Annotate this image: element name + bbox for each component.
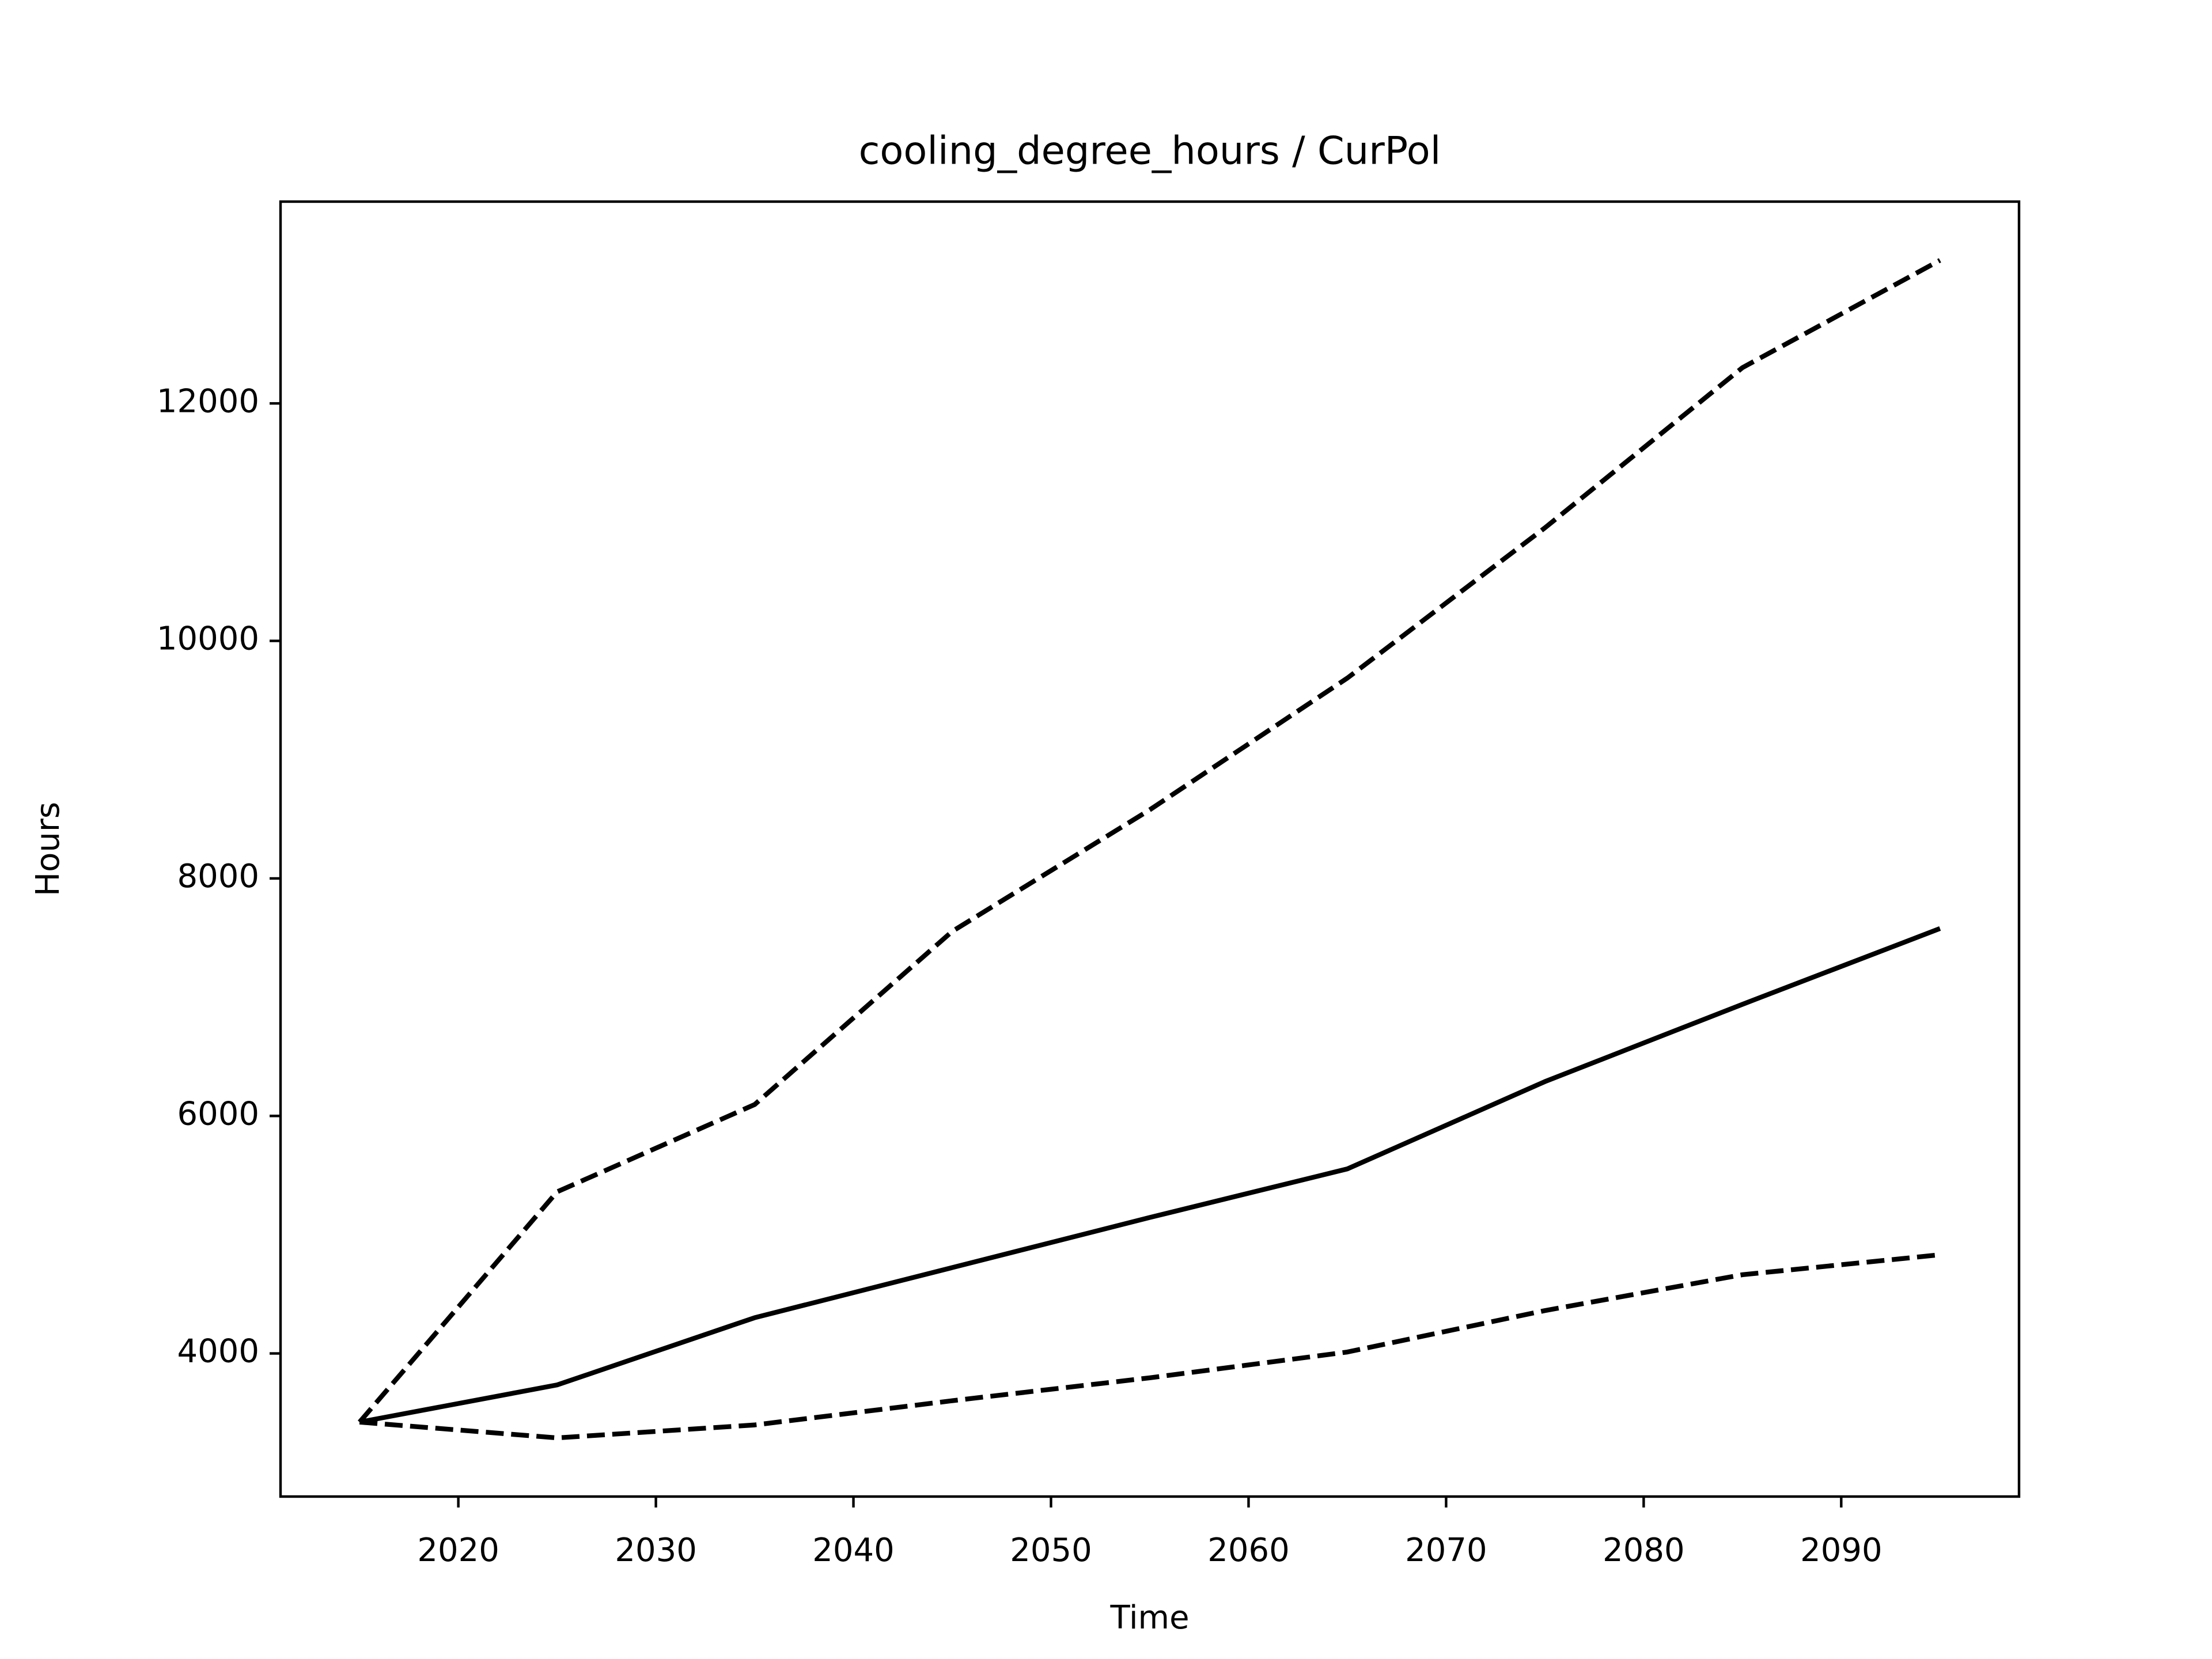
x-tick-label: 2070 <box>1405 1532 1487 1569</box>
x-tick-label: 2090 <box>1800 1532 1883 1569</box>
y-tick-label: 4000 <box>177 1333 259 1370</box>
x-tick-label: 2030 <box>615 1532 697 1569</box>
y-tick-label: 8000 <box>177 858 259 895</box>
plot-frame <box>279 200 2021 1498</box>
series-line <box>359 1252 1941 1441</box>
y-tick-label: 6000 <box>177 1095 259 1132</box>
x-tick-label: 2080 <box>1603 1532 1685 1569</box>
x-axis-label: Time <box>1109 1599 1189 1637</box>
x-tick-label: 2040 <box>812 1532 895 1569</box>
y-tick-label: 12000 <box>157 382 259 420</box>
x-tick-label: 2050 <box>1010 1532 1092 1569</box>
x-tick-label: 2020 <box>417 1532 499 1569</box>
chart-title: cooling_degree_hours / CurPol <box>859 128 1441 173</box>
series-line <box>358 258 1941 1424</box>
y-tick-label: 10000 <box>157 620 259 658</box>
series-line <box>359 926 1941 1425</box>
x-tick-label: 2060 <box>1207 1532 1290 1569</box>
y-axis-label: Hours <box>29 802 67 896</box>
